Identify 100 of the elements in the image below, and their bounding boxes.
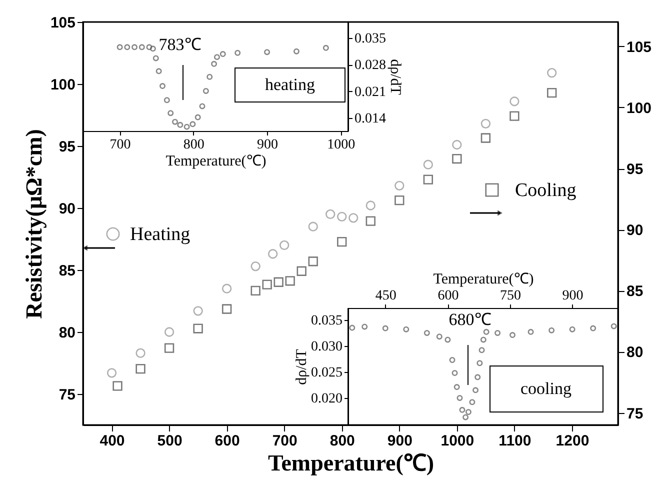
point (362, 324, 368, 330)
y-tick-label: 75 (58, 386, 76, 404)
y-tick-label: 100 (50, 76, 76, 94)
point (424, 330, 430, 336)
point (280, 240, 290, 250)
y-tick-label: 80 (58, 324, 76, 342)
y2-tick-label: 0.021 (354, 84, 386, 100)
y2-tick-label: 0.014 (354, 112, 386, 127)
x-tick-label: 700 (272, 432, 298, 450)
point (476, 360, 483, 366)
point (547, 68, 557, 78)
y2-tick-label: 95 (626, 161, 644, 178)
point (382, 325, 388, 332)
x-tick-label: 800 (183, 138, 204, 152)
point (164, 327, 174, 337)
point (199, 103, 206, 110)
point (472, 387, 479, 394)
point (194, 114, 201, 120)
point (112, 381, 122, 391)
point (124, 44, 130, 50)
point (423, 174, 433, 184)
y-axis-title: Resistivity(μΩ*cm) (21, 129, 46, 319)
point (569, 326, 576, 332)
y2-tick-label: 100 (626, 100, 652, 117)
point (403, 326, 410, 332)
point (459, 406, 466, 413)
point (483, 328, 490, 335)
x-tick-label: 900 (387, 432, 412, 450)
x-tick-label: 600 (214, 432, 240, 450)
point (136, 348, 146, 358)
point (160, 83, 166, 90)
point (296, 266, 306, 276)
point (152, 55, 159, 62)
point (172, 118, 178, 125)
x-tick-label: 1000 (440, 432, 474, 450)
y-tick-label: 85 (58, 262, 76, 280)
point (454, 384, 460, 390)
point (436, 334, 442, 340)
point (132, 44, 138, 50)
point (528, 328, 534, 335)
y2-axis-title: dρ/dT (387, 59, 403, 95)
y2-tick-label: 105 (626, 38, 652, 56)
annotation: 783℃ (158, 35, 202, 54)
point (349, 324, 356, 331)
point (138, 44, 145, 50)
point (211, 60, 218, 67)
y-tick-label: 95 (58, 138, 76, 156)
point (234, 50, 241, 56)
point (264, 49, 270, 56)
point (452, 140, 462, 150)
point (164, 343, 174, 353)
point (423, 160, 433, 170)
point (106, 368, 117, 378)
point (250, 261, 260, 272)
y-tick-label: 0.030 (311, 339, 342, 354)
point (452, 154, 462, 164)
x-tick-label: 400 (100, 432, 125, 450)
point (449, 357, 456, 363)
point (510, 111, 520, 121)
point (480, 133, 491, 143)
x-tick-label: 450 (375, 288, 396, 304)
point (337, 236, 347, 247)
point (322, 44, 329, 51)
point (452, 370, 458, 376)
y-tick-label: 105 (50, 14, 76, 32)
point (184, 124, 190, 130)
point (146, 44, 152, 50)
annotation: cooling (520, 379, 572, 398)
point (308, 222, 318, 232)
point (337, 212, 347, 222)
x-tick-label: 500 (157, 432, 182, 450)
point (268, 249, 278, 259)
y2-tick-label: 75 (626, 405, 644, 422)
x-tick-label: 800 (330, 432, 355, 450)
y2-tick-label: 85 (626, 283, 644, 300)
point (610, 323, 617, 330)
point (285, 276, 295, 286)
point (366, 200, 376, 210)
point (480, 118, 491, 129)
point (116, 44, 123, 50)
point (480, 336, 486, 343)
point (326, 209, 336, 220)
point (136, 364, 146, 374)
y2-tick-label: 0.035 (354, 32, 386, 47)
point (366, 216, 376, 226)
point (150, 46, 156, 52)
point (469, 399, 476, 406)
point (262, 280, 272, 290)
point (444, 336, 451, 343)
point (190, 121, 196, 128)
point (293, 48, 300, 54)
point (308, 256, 318, 266)
x-tick-label: 1200 (556, 432, 590, 450)
y2-tick-label: 90 (626, 222, 644, 240)
point (168, 110, 174, 116)
x-tick-label: 600 (438, 288, 459, 304)
legend-label: Cooling (515, 180, 577, 201)
point (274, 277, 284, 287)
point (214, 54, 220, 60)
y-tick-label: 0.020 (311, 391, 342, 406)
